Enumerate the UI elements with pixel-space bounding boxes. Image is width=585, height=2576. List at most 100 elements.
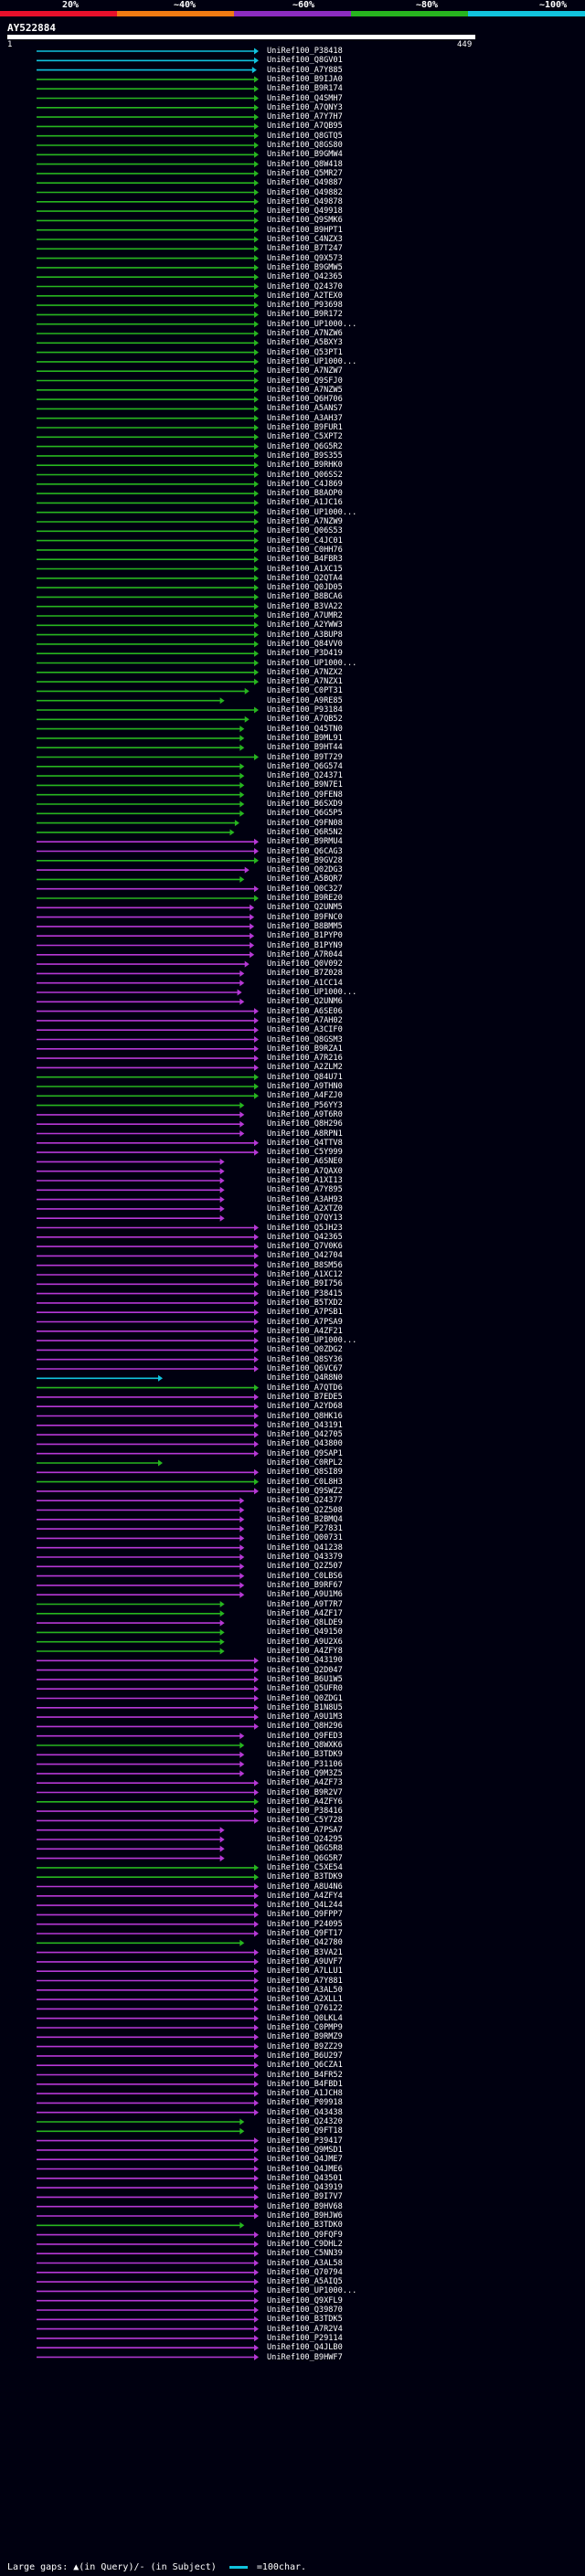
hit-label[interactable]: UniRef100_Q8SY36 [267,1354,343,1364]
hit-arrow[interactable] [254,2278,259,2285]
hit-arrow[interactable] [239,1111,245,1118]
hit-label[interactable]: UniRef100_A7NZW5 [267,385,343,395]
hit-label[interactable]: UniRef100_A1XC12 [267,1270,343,1279]
hit-arrow[interactable] [254,1685,259,1692]
hit-arrow[interactable] [254,1883,259,1890]
hit-arrow[interactable] [254,650,259,657]
hit-label[interactable]: UniRef100_Q4SMH7 [267,93,343,103]
hit-arrow[interactable] [254,189,259,196]
hit-label[interactable]: UniRef100_B8BMM5 [267,921,343,931]
hit-arrow[interactable] [254,2269,259,2276]
hit-arrow[interactable] [254,1911,259,1918]
hit-label[interactable]: UniRef100_B9N7E1 [267,780,343,790]
hit-arrow[interactable] [239,2118,245,2125]
hit-label[interactable]: UniRef100_Q24371 [267,771,343,781]
hit-arrow[interactable] [254,1243,259,1250]
hit-label[interactable]: UniRef100_P24095 [267,1919,343,1929]
hit-label[interactable]: UniRef100_P3D419 [267,649,343,659]
hit-label[interactable]: UniRef100_B8AOP0 [267,489,343,499]
hit-label[interactable]: UniRef100_Q02DG3 [267,865,343,875]
hit-label[interactable]: UniRef100_B3TDK9 [267,1872,343,1882]
hit-label[interactable]: UniRef100_A7R2V4 [267,2324,343,2334]
hit-arrow[interactable] [254,1987,259,1994]
hit-arrow[interactable] [254,2241,259,2248]
hit-arrow[interactable] [254,1017,259,1024]
hit-arrow[interactable] [239,980,245,987]
hit-label[interactable]: UniRef100_B4FR52 [267,2070,343,2080]
hit-label[interactable]: UniRef100_A6SNE0 [267,1157,343,1167]
hit-arrow[interactable] [244,960,250,968]
hit-label[interactable]: UniRef100_A4ZF73 [267,1778,343,1788]
hit-label[interactable]: UniRef100_C4JC01 [267,535,343,546]
hit-label[interactable]: UniRef100_P09918 [267,2098,343,2108]
hit-arrow[interactable] [254,2193,259,2200]
hit-label[interactable]: UniRef100_B2BMQ4 [267,1514,343,1524]
hit-arrow[interactable] [254,1807,259,1815]
hit-arrow[interactable] [219,697,225,705]
hit-label[interactable]: UniRef100_A7Y7H7 [267,112,343,122]
hit-label[interactable]: UniRef100_A2TEX0 [267,291,343,301]
hit-arrow[interactable] [254,367,259,375]
hit-arrow[interactable] [239,791,245,799]
hit-label[interactable]: UniRef100_Q4JLB0 [267,2343,343,2353]
hit-arrow[interactable] [254,95,259,101]
hit-label[interactable]: UniRef100_Q49887 [267,178,343,188]
hit-arrow[interactable] [239,1770,245,1777]
hit-label[interactable]: UniRef100_Q06SS2 [267,470,343,480]
hit-label[interactable]: UniRef100_A3AH37 [267,413,343,423]
hit-label[interactable]: UniRef100_Q42704 [267,1251,343,1261]
hit-arrow[interactable] [254,113,259,121]
hit-label[interactable]: UniRef100_B9RHK0 [267,461,343,471]
hit-arrow[interactable] [254,2033,259,2041]
hit-label[interactable]: UniRef100_Q53PT1 [267,347,343,357]
hit-arrow[interactable] [254,706,259,714]
hit-label[interactable]: UniRef100_P38418 [267,47,343,56]
hit-label[interactable]: UniRef100_B3VA21 [267,1947,343,1957]
hit-arrow[interactable] [254,2344,259,2351]
hit-arrow[interactable] [254,1055,259,1062]
hit-arrow[interactable] [254,1996,259,2003]
hit-label[interactable]: UniRef100_Q42780 [267,1938,343,1948]
hit-arrow[interactable] [239,2221,245,2229]
hit-arrow[interactable] [219,1836,225,1843]
hit-arrow[interactable] [254,1864,259,1871]
hit-arrow[interactable] [254,415,259,422]
hit-arrow[interactable] [254,566,259,572]
hit-label[interactable]: UniRef100_A4ZF17 [267,1608,343,1618]
hit-label[interactable]: UniRef100_Q6G5R7 [267,1853,343,1863]
hit-label[interactable]: UniRef100_A7NZX2 [267,667,343,677]
hit-arrow[interactable] [254,349,259,356]
hit-arrow[interactable] [254,2297,259,2305]
hit-arrow[interactable] [239,1573,245,1580]
hit-label[interactable]: UniRef100_B9RF67 [267,1580,343,1590]
hit-label[interactable]: UniRef100_B6SXD9 [267,800,343,809]
hit-label[interactable]: UniRef100_P38416 [267,1807,343,1817]
hit-arrow[interactable] [254,1290,259,1298]
hit-arrow[interactable] [254,1271,259,1278]
hit-arrow[interactable] [254,1479,259,1486]
hit-label[interactable]: UniRef100_B9HWF7 [267,2352,343,2362]
hit-arrow[interactable] [254,2231,259,2239]
hit-arrow[interactable] [219,1855,225,1862]
hit-arrow[interactable] [254,2260,259,2266]
hit-arrow[interactable] [244,687,250,694]
hit-label[interactable]: UniRef100_C5NN39 [267,2249,343,2259]
hit-label[interactable]: UniRef100_A9T6R0 [267,1109,343,1119]
hit-arrow[interactable] [219,1648,225,1655]
hit-arrow[interactable] [239,781,245,789]
hit-label[interactable]: UniRef100_B9R2V7 [267,1787,343,1797]
hit-label[interactable]: UniRef100_Q0JD05 [267,583,343,593]
hit-arrow[interactable] [219,1196,225,1203]
hit-label[interactable]: UniRef100_A3AH93 [267,1194,343,1204]
hit-label[interactable]: UniRef100_Q6CAG3 [267,846,343,856]
hit-label[interactable]: UniRef100_A1CC14 [267,978,343,988]
hit-label[interactable]: UniRef100_Q24370 [267,281,343,292]
hit-arrow[interactable] [254,2335,259,2342]
hit-label[interactable]: UniRef100_B9HV68 [267,2201,343,2211]
hit-label[interactable]: UniRef100_A5BXY3 [267,338,343,348]
hit-arrow[interactable] [219,1827,225,1834]
hit-arrow[interactable] [254,2306,259,2314]
hit-label[interactable]: UniRef100_Q2UNM6 [267,997,343,1007]
hit-arrow[interactable] [254,339,259,346]
hit-label[interactable]: UniRef100_Q9FPP7 [267,1910,343,1920]
